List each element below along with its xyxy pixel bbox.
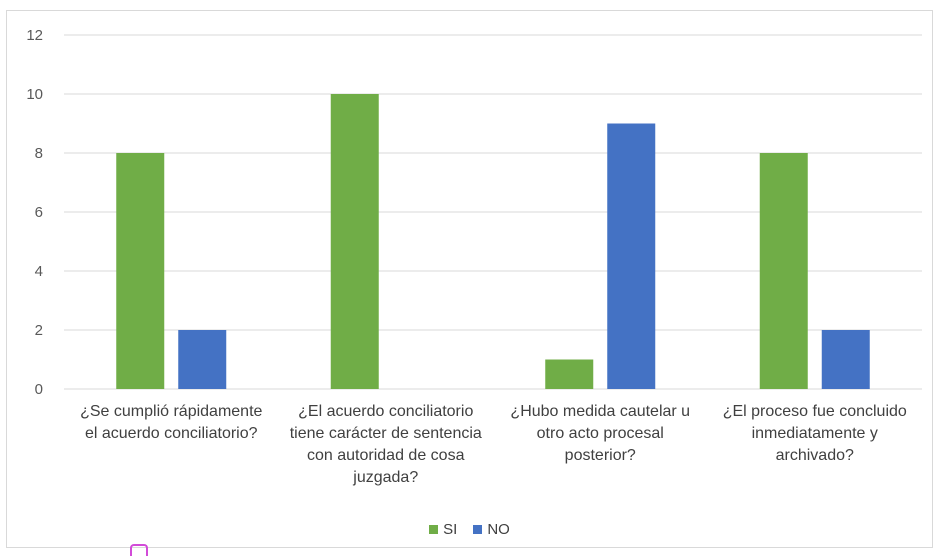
legend-swatch (473, 525, 483, 534)
y-tick-label: 4 (35, 263, 43, 280)
x-category-label-line: posterior? (564, 447, 636, 464)
bar-no-2 (607, 123, 656, 389)
legend-item-si: SI (429, 521, 457, 538)
legend-swatch (429, 525, 439, 534)
y-tick-label: 12 (26, 27, 43, 44)
x-category-label: ¿Hubo medida cautelar u otro acto procesa… (495, 401, 705, 467)
x-category-label-line: inmediatamente y (751, 425, 878, 442)
x-category-label: ¿El acuerdo conciliatorio tiene carácter … (281, 401, 491, 489)
y-tick-label: 0 (35, 381, 43, 398)
x-category-label-line: ¿El acuerdo conciliatorio (298, 403, 474, 420)
y-tick-label: 10 (26, 86, 43, 103)
x-category-label: ¿El proceso fue concluido inmediatamente … (710, 401, 920, 467)
x-category-label: ¿Se cumplió rápidamente el acuerdo concil… (66, 401, 276, 445)
y-tick-label: 8 (35, 145, 43, 162)
x-category-label-line: con autoridad de cosa (307, 447, 465, 464)
legend-item-no: NO (473, 521, 510, 538)
x-category-label-line: tiene carácter de sentencia (289, 425, 482, 442)
bar-no-3 (821, 330, 870, 389)
bar-chart: 0 2 4 6 8 10 12 (26, 27, 922, 398)
x-category-label-line: ¿Hubo medida cautelar u (510, 403, 691, 420)
x-category-label-line: el acuerdo conciliatorio? (84, 425, 258, 442)
y-tick-label: 2 (35, 322, 43, 339)
corner-marker (130, 544, 148, 556)
legend-label: SI (443, 521, 458, 538)
chart-area: 0 2 4 6 8 10 12 ¿Se cumplió rápidamente el acue… (6, 10, 933, 548)
bar-si-0 (116, 153, 165, 389)
bar-si-1 (330, 94, 379, 389)
bar-si-3 (759, 153, 808, 389)
x-category-label-line: archivado? (775, 447, 854, 464)
legend-label: NO (487, 521, 510, 538)
x-category-label-line: ¿El proceso fue concluido (722, 403, 907, 420)
bar-no-0 (178, 330, 227, 389)
x-category-label-line: otro acto procesal (536, 425, 664, 442)
bar-si-2 (545, 359, 594, 389)
x-category-label-line: ¿Se cumplió rápidamente (80, 403, 263, 420)
legend: SI NO (7, 521, 932, 538)
x-category-label-line: juzgada? (353, 469, 419, 486)
y-tick-label: 6 (35, 204, 43, 221)
